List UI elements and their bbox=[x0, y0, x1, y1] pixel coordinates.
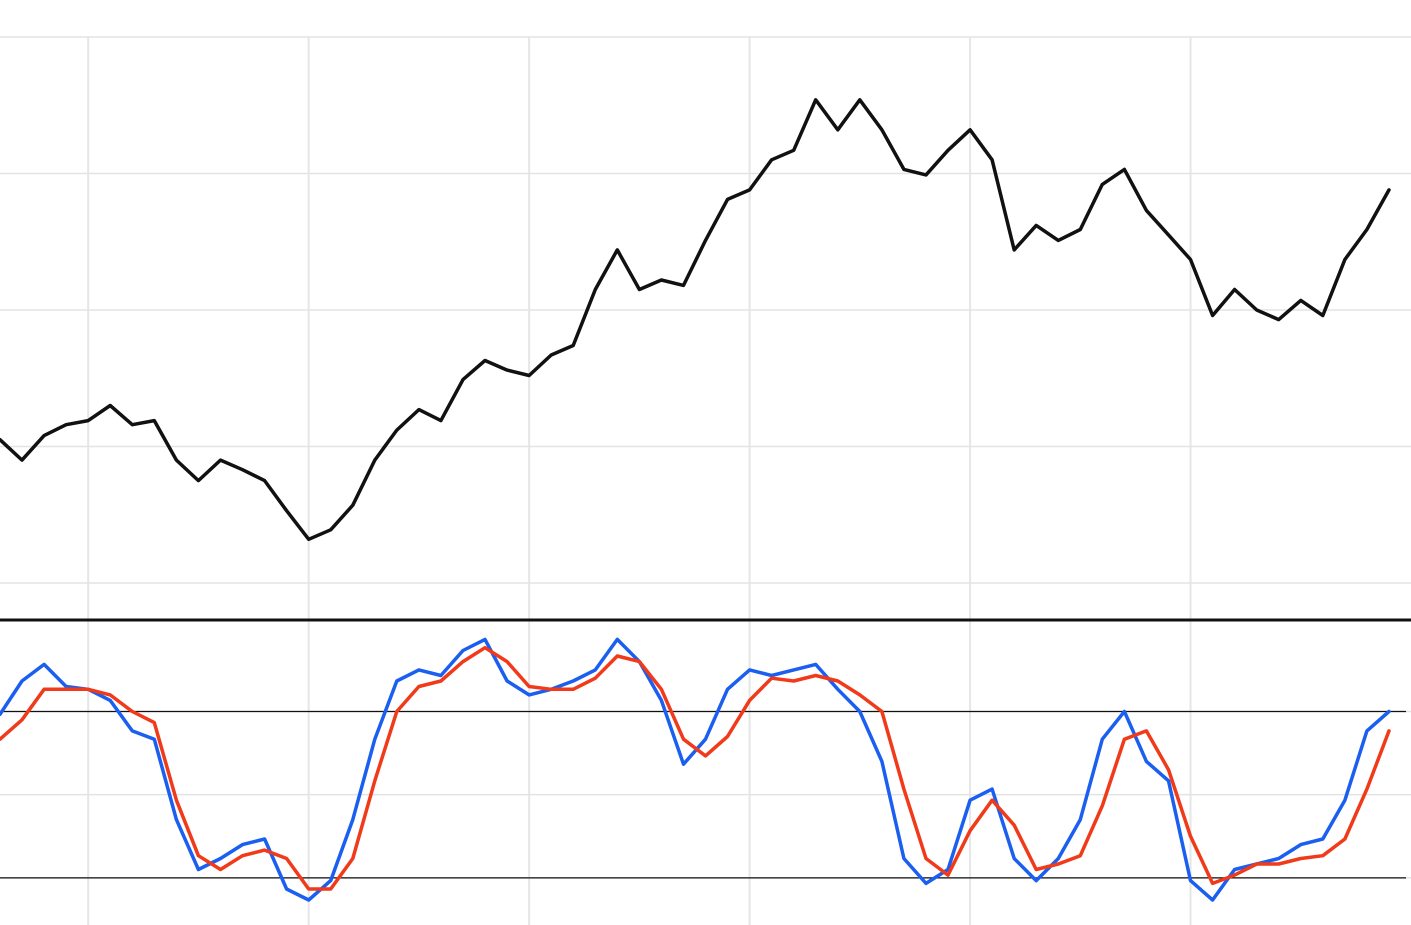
plot bbox=[0, 98, 1391, 902]
line-series bbox=[0, 637, 1391, 902]
line-series bbox=[0, 645, 1391, 891]
line-series bbox=[0, 98, 1391, 542]
grid bbox=[0, 36, 1411, 925]
